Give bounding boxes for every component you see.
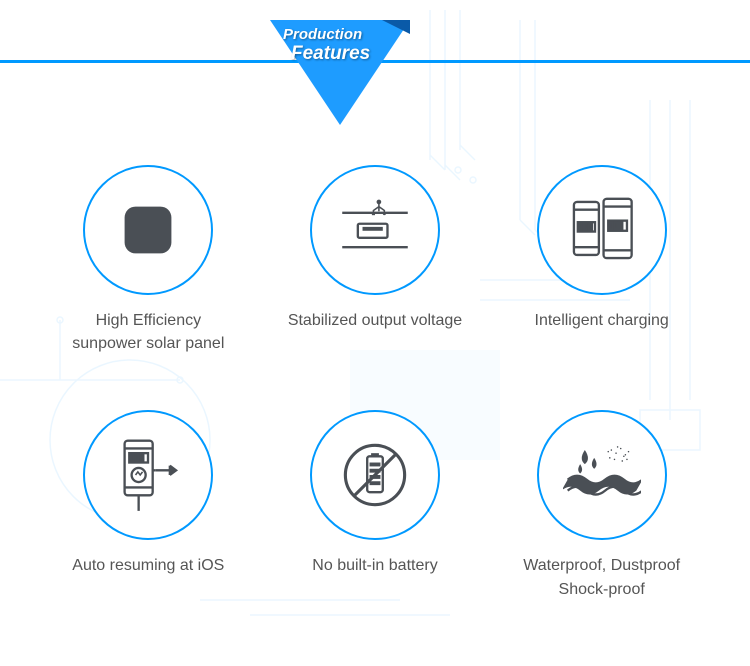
solar-panel-icon [83, 165, 213, 295]
no-battery-icon [310, 410, 440, 540]
banner-line2: Features [291, 43, 370, 65]
feature-label: Waterproof, DustproofShock-proof [523, 554, 680, 600]
feature-label: No built-in battery [312, 554, 437, 577]
usb-port-icon [310, 165, 440, 295]
waterproof-icon [537, 410, 667, 540]
feature-no-battery: No built-in battery [277, 410, 474, 600]
features-grid: High Efficiencysunpower solar panel Stab… [0, 165, 750, 601]
feature-label: Intelligent charging [535, 309, 669, 332]
feature-waterproof: Waterproof, DustproofShock-proof [503, 410, 700, 600]
feature-solar-panel: High Efficiencysunpower solar panel [50, 165, 247, 355]
feature-label: Auto resuming at iOS [72, 554, 224, 577]
feature-two-phones: Intelligent charging [503, 165, 700, 355]
feature-label: Stabilized output voltage [288, 309, 462, 332]
feature-usb-port: Stabilized output voltage [277, 165, 474, 355]
banner-line1: Production [283, 26, 370, 43]
feature-auto-resume: Auto resuming at iOS [50, 410, 247, 600]
two-phones-icon [537, 165, 667, 295]
auto-resume-icon [83, 410, 213, 540]
feature-label: High Efficiencysunpower solar panel [72, 309, 224, 355]
header-line [0, 60, 750, 63]
banner-text: Production Features [283, 26, 370, 65]
